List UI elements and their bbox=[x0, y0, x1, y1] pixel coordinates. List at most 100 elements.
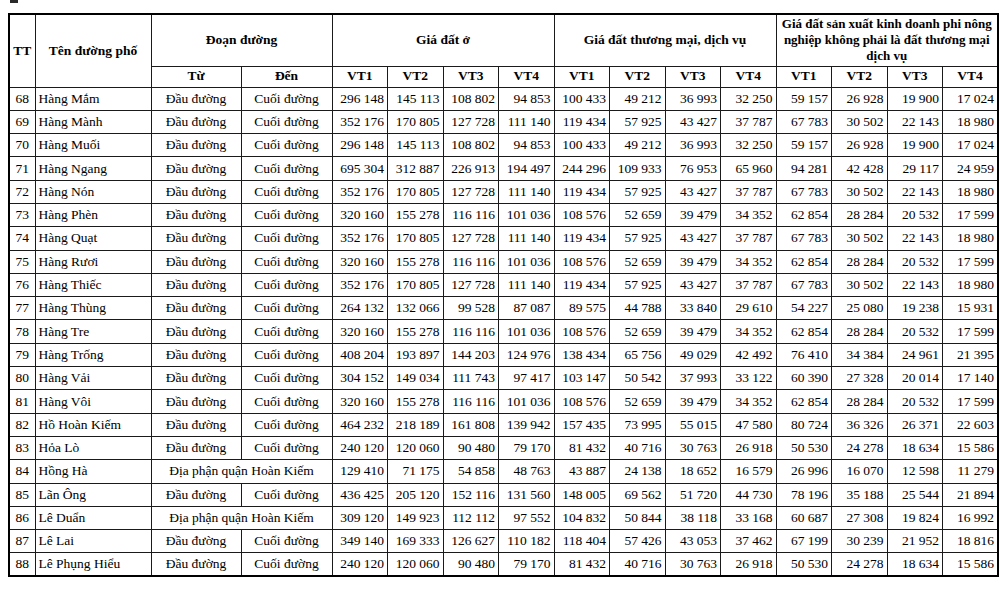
price-cell: 44 730 bbox=[721, 483, 777, 506]
price-cell: 62 854 bbox=[776, 203, 832, 226]
price-cell: 40 716 bbox=[610, 436, 666, 459]
row-number-cell: 69 bbox=[9, 110, 35, 133]
price-cell: 37 787 bbox=[721, 180, 777, 203]
table-row: 70Hàng MuốiĐầu đườngCuối đường296 148145… bbox=[9, 134, 998, 157]
segment-to-cell: Cuối đường bbox=[241, 343, 332, 366]
price-cell: 155 278 bbox=[388, 250, 444, 273]
price-cell: 80 724 bbox=[776, 413, 832, 436]
segment-to-cell: Cuối đường bbox=[241, 320, 332, 343]
price-cell: 18 634 bbox=[887, 553, 943, 576]
price-cell: 18 980 bbox=[943, 227, 999, 250]
street-name-cell: Hồ Hoàn Kiếm bbox=[35, 413, 151, 436]
table-row: 71Hàng NgangĐầu đườngCuối đường695 30431… bbox=[9, 157, 998, 180]
price-cell: 59 157 bbox=[776, 87, 832, 110]
table-row: 84Hồng HàĐịa phận quận Hoàn Kiếm129 4107… bbox=[9, 460, 998, 483]
price-cell: 24 278 bbox=[832, 436, 888, 459]
segment-from-cell: Đầu đường bbox=[151, 110, 241, 133]
street-name-cell: Lê Duẩn bbox=[35, 506, 151, 529]
segment-to-cell: Cuối đường bbox=[241, 297, 332, 320]
price-cell: 170 805 bbox=[388, 227, 444, 250]
table-row: 68Hàng MắmĐầu đườngCuối đường296 148145 … bbox=[9, 87, 998, 110]
price-cell: 352 176 bbox=[332, 180, 388, 203]
price-cell: 20 532 bbox=[887, 250, 943, 273]
price-cell: 120 060 bbox=[388, 553, 444, 576]
table-row: 82Hồ Hoàn KiếmĐầu đườngCuối đường464 232… bbox=[9, 413, 998, 436]
segment-from-cell: Đầu đường bbox=[151, 320, 241, 343]
price-cell: 43 427 bbox=[665, 227, 721, 250]
price-cell: 36 326 bbox=[832, 413, 888, 436]
price-cell: 43 427 bbox=[665, 273, 721, 296]
segment-to-cell: Cuối đường bbox=[241, 227, 332, 250]
price-cell: 132 066 bbox=[388, 297, 444, 320]
price-cell: 30 239 bbox=[832, 530, 888, 553]
segment-from-cell: Đầu đường bbox=[151, 227, 241, 250]
price-cell: 108 576 bbox=[554, 250, 610, 273]
segment-from-cell: Đầu đường bbox=[151, 273, 241, 296]
price-cell: 157 435 bbox=[554, 413, 610, 436]
price-cell: 103 147 bbox=[554, 367, 610, 390]
header-tt: TT bbox=[9, 14, 35, 87]
table-row: 81Hàng VôiĐầu đườngCuối đường320 160155 … bbox=[9, 390, 998, 413]
header-street-name: Tên đường phố bbox=[35, 14, 151, 87]
table-row: 69Hàng MànhĐầu đườngCuối đường352 176170… bbox=[9, 110, 998, 133]
price-cell: 37 787 bbox=[721, 273, 777, 296]
price-cell: 408 204 bbox=[332, 343, 388, 366]
price-cell: 73 995 bbox=[610, 413, 666, 436]
price-cell: 27 328 bbox=[832, 367, 888, 390]
price-cell: 27 308 bbox=[832, 506, 888, 529]
price-cell: 111 140 bbox=[499, 110, 555, 133]
price-cell: 170 805 bbox=[388, 180, 444, 203]
price-cell: 81 432 bbox=[554, 553, 610, 576]
price-cell: 89 575 bbox=[554, 297, 610, 320]
segment-from-cell: Đầu đường bbox=[151, 367, 241, 390]
price-cell: 170 805 bbox=[388, 273, 444, 296]
price-cell: 94 853 bbox=[499, 134, 555, 157]
price-cell: 161 808 bbox=[443, 413, 499, 436]
price-cell: 24 138 bbox=[610, 460, 666, 483]
header-vt2: VT2 bbox=[388, 66, 444, 87]
price-cell: 309 120 bbox=[332, 506, 388, 529]
price-cell: 104 832 bbox=[554, 506, 610, 529]
segment-from-cell: Đầu đường bbox=[151, 413, 241, 436]
price-cell: 67 199 bbox=[776, 530, 832, 553]
price-cell: 21 894 bbox=[943, 483, 999, 506]
street-name-cell: Hàng Quạt bbox=[35, 227, 151, 250]
price-cell: 127 728 bbox=[443, 110, 499, 133]
price-cell: 352 176 bbox=[332, 227, 388, 250]
header-vt2: VT2 bbox=[610, 66, 666, 87]
price-cell: 29 117 bbox=[887, 157, 943, 180]
price-cell: 320 160 bbox=[332, 390, 388, 413]
row-number-cell: 86 bbox=[9, 506, 35, 529]
price-cell: 19 900 bbox=[887, 87, 943, 110]
segment-merged-cell: Địa phận quận Hoàn Kiếm bbox=[151, 460, 332, 483]
price-cell: 71 175 bbox=[388, 460, 444, 483]
row-number-cell: 87 bbox=[9, 530, 35, 553]
price-cell: 108 576 bbox=[554, 390, 610, 413]
price-cell: 120 060 bbox=[388, 436, 444, 459]
price-cell: 81 432 bbox=[554, 436, 610, 459]
price-cell: 17 599 bbox=[943, 203, 999, 226]
price-cell: 94 281 bbox=[776, 157, 832, 180]
segment-from-cell: Đầu đường bbox=[151, 87, 241, 110]
price-cell: 49 212 bbox=[610, 134, 666, 157]
price-cell: 25 544 bbox=[887, 483, 943, 506]
row-number-cell: 85 bbox=[9, 483, 35, 506]
table-row: 79Hàng TrốngĐầu đườngCuối đường408 20419… bbox=[9, 343, 998, 366]
price-cell: 30 763 bbox=[665, 553, 721, 576]
price-cell: 144 203 bbox=[443, 343, 499, 366]
price-cell: 69 562 bbox=[610, 483, 666, 506]
price-cell: 695 304 bbox=[332, 157, 388, 180]
segment-from-cell: Đầu đường bbox=[151, 553, 241, 576]
price-cell: 44 788 bbox=[610, 297, 666, 320]
price-cell: 111 140 bbox=[499, 273, 555, 296]
price-cell: 170 805 bbox=[388, 110, 444, 133]
header-vt3: VT3 bbox=[443, 66, 499, 87]
price-cell: 17 024 bbox=[943, 134, 999, 157]
price-cell: 155 278 bbox=[388, 390, 444, 413]
price-cell: 36 993 bbox=[665, 87, 721, 110]
price-cell: 62 854 bbox=[776, 320, 832, 343]
price-cell: 34 384 bbox=[832, 343, 888, 366]
street-name-cell: Hàng Trống bbox=[35, 343, 151, 366]
price-cell: 26 371 bbox=[887, 413, 943, 436]
row-number-cell: 78 bbox=[9, 320, 35, 343]
